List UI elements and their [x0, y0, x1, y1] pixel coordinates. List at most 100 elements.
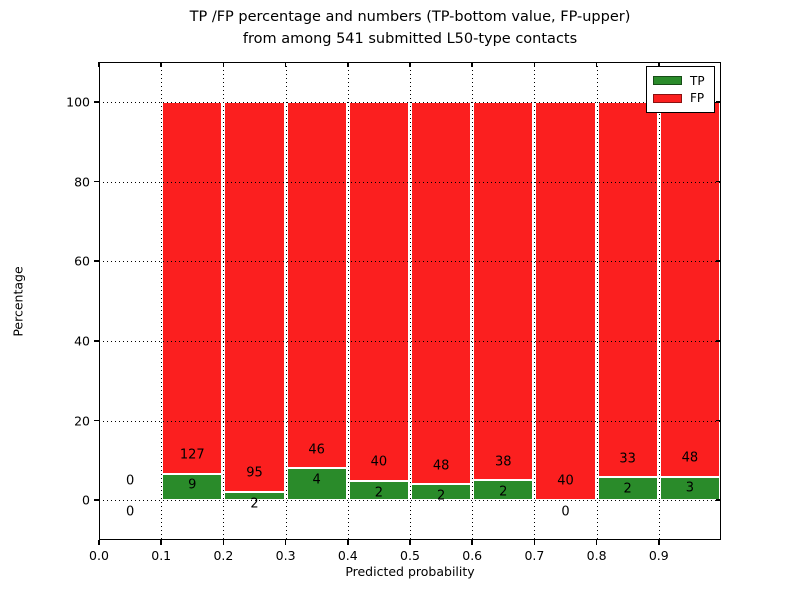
- y-tick-mark-right: [716, 419, 721, 422]
- fp-count-label: 127: [179, 447, 205, 463]
- tp-count-label: 2: [623, 481, 632, 497]
- x-tick-label: 0.1: [151, 548, 172, 563]
- x-tick-mark-top: [347, 62, 349, 67]
- y-tick-label: 0: [82, 492, 90, 508]
- x-tick-mark: [160, 540, 162, 545]
- x-tick-mark-top: [284, 62, 287, 67]
- x-tick-mark-top: [471, 62, 473, 67]
- fp-count-label: 48: [432, 458, 450, 473]
- y-tick-mark: [94, 340, 99, 342]
- fp-count-label: 46: [308, 442, 325, 458]
- x-tick-mark-top: [658, 62, 660, 67]
- bar-segment-fp: [411, 101, 472, 485]
- y-tick-mark-right: [716, 260, 721, 262]
- bar-segment-tp: [473, 480, 534, 501]
- x-tick-mark-top: [222, 62, 225, 67]
- bar-segment-tp: [411, 484, 472, 501]
- fp-count-label: 48: [681, 450, 699, 466]
- gridline-vertical: [658, 62, 660, 540]
- bar-segment-fp: [286, 101, 347, 469]
- gridline-vertical: [596, 62, 598, 540]
- tp-count-label: 0: [561, 504, 570, 520]
- bar-segment-fp: [162, 101, 223, 474]
- x-tick-mark: [595, 540, 598, 545]
- x-tick-mark-top: [595, 62, 598, 67]
- x-tick-mark: [284, 540, 287, 545]
- gridline-vertical: [410, 62, 411, 540]
- x-tick-mark-top: [533, 62, 536, 67]
- bar-segment-tp: [659, 476, 720, 501]
- y-tick-mark: [94, 419, 99, 422]
- tp-count-label: 2: [374, 485, 384, 501]
- x-tick-mark: [658, 540, 660, 545]
- bar-segment-fp: [597, 101, 658, 478]
- y-tick-mark-right: [716, 101, 721, 103]
- tp-count-label: 4: [312, 472, 321, 488]
- y-tick-mark: [94, 499, 99, 501]
- gridline-vertical: [347, 62, 349, 540]
- tp-count-label: 2: [250, 496, 259, 511]
- chart-title-line1: TP /FP percentage and numbers (TP-bottom…: [189, 9, 631, 25]
- y-tick-label: 80: [74, 174, 90, 189]
- legend: TP FP: [646, 66, 715, 113]
- y-tick-mark: [94, 101, 99, 103]
- y-tick-mark-right: [716, 340, 721, 342]
- gridline-vertical: [285, 62, 287, 540]
- chart-title-line2: from among 541 submitted L50-type contac…: [242, 31, 578, 47]
- x-tick-mark: [347, 540, 349, 545]
- x-tick-mark: [471, 540, 473, 545]
- fp-swatch-icon: [653, 93, 682, 103]
- bar-segment-tp: [348, 481, 409, 501]
- bar-segment-fp: [535, 101, 596, 501]
- fp-count-label: 40: [557, 473, 574, 489]
- x-tick-label: 0.0: [89, 548, 109, 563]
- y-tick-mark-right: [716, 499, 721, 501]
- tp-count-label: 9: [188, 477, 197, 493]
- fp-count-label: 95: [246, 465, 263, 481]
- fp-count-label: 0: [125, 473, 135, 489]
- gridline-vertical: [223, 62, 225, 540]
- gridline-vertical: [534, 62, 536, 540]
- x-axis-label: Predicted probability: [345, 564, 475, 579]
- legend-label-fp: FP: [690, 91, 705, 106]
- legend-label-tp: TP: [690, 73, 705, 88]
- y-tick-mark: [94, 180, 99, 183]
- bar-segment-fp: [224, 101, 285, 492]
- x-tick-label: 0.5: [400, 548, 420, 563]
- tp-count-label: 3: [685, 480, 695, 496]
- tp-count-label: 2: [436, 488, 446, 504]
- y-tick-label: 100: [66, 94, 90, 110]
- x-tick-mark: [222, 540, 225, 545]
- bar-segment-fp: [473, 101, 534, 481]
- y-tick-mark: [94, 260, 99, 262]
- x-tick-mark-top: [409, 62, 411, 67]
- x-tick-label: 0.9: [648, 548, 669, 563]
- bar-segment-tp: [224, 491, 285, 501]
- y-tick-label: 40: [74, 333, 90, 349]
- tp-swatch-icon: [653, 76, 682, 86]
- x-tick-label: 0.4: [337, 548, 358, 563]
- x-tick-label: 0.2: [213, 548, 234, 563]
- x-tick-mark: [533, 540, 536, 545]
- x-tick-label: 0.6: [462, 548, 483, 563]
- fp-count-label: 33: [619, 451, 636, 467]
- x-tick-label: 0.7: [524, 548, 545, 563]
- bar-segment-tp: [162, 473, 223, 501]
- tp-count-label: 2: [499, 484, 508, 500]
- x-tick-label: 0.3: [275, 548, 296, 563]
- tp-count-label: 0: [125, 504, 135, 520]
- gridline-vertical: [472, 62, 474, 540]
- x-tick-label: 0.8: [586, 548, 607, 563]
- y-tick-label: 60: [74, 253, 90, 269]
- gridline-vertical: [161, 62, 163, 540]
- x-tick-mark: [409, 540, 411, 545]
- bar-segment-tp: [286, 468, 347, 501]
- legend-entry-tp: TP: [653, 75, 708, 87]
- fp-count-label: 40: [370, 454, 388, 470]
- x-tick-mark-top: [160, 62, 162, 67]
- fp-count-label: 38: [495, 454, 512, 470]
